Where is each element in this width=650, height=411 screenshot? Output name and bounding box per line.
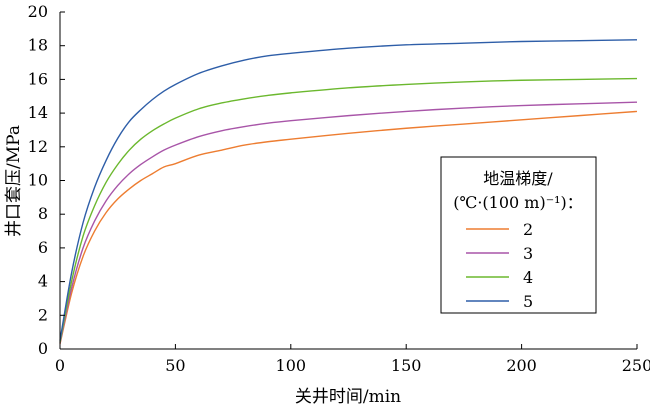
y-tick-label: 2 — [38, 305, 48, 324]
y-tick-label: 8 — [38, 204, 48, 223]
legend: 地温梯度/ (℃·(100 m)⁻¹)： 2 3 4 5 — [440, 156, 597, 314]
legend-label-2: 2 — [523, 220, 533, 239]
y-tick-label: 14 — [28, 103, 48, 122]
y-tick-label: 12 — [28, 137, 48, 156]
legend-label-3: 3 — [523, 244, 533, 263]
y-tick-label: 20 — [28, 2, 48, 21]
legend-box — [440, 156, 597, 314]
x-tick-label: 200 — [506, 356, 537, 375]
y-tick-label: 18 — [28, 36, 48, 55]
legend-label-5: 5 — [523, 292, 533, 311]
x-ticks: 0 50 100 150 200 250 — [55, 344, 650, 375]
legend-label-4: 4 — [523, 268, 533, 287]
series-line-2 — [59, 110, 638, 345]
x-tick-label: 50 — [165, 356, 185, 375]
x-axis-title: 关井时间/min — [295, 387, 401, 407]
y-axis-title: 井口套压/MPa — [4, 125, 24, 237]
series-line-5 — [59, 39, 638, 341]
y-tick-label: 0 — [38, 339, 48, 358]
y-ticks: 0 2 4 6 8 10 12 14 16 18 20 — [28, 2, 65, 358]
y-tick-label: 4 — [38, 272, 48, 291]
x-tick-label: 100 — [276, 356, 307, 375]
y-tick-label: 10 — [28, 171, 48, 190]
series-line-3 — [59, 101, 638, 344]
legend-title-line1: 地温梯度/ — [483, 169, 553, 188]
x-tick-label: 250 — [622, 356, 650, 375]
y-tick-label: 16 — [28, 69, 48, 88]
series-line-4 — [59, 77, 638, 343]
legend-title-line2: (℃·(100 m)⁻¹)： — [453, 193, 583, 212]
x-tick-label: 0 — [55, 356, 65, 375]
x-tick-label: 150 — [391, 356, 422, 375]
plot-lines — [59, 39, 638, 345]
legend-items: 2 3 4 5 — [466, 220, 533, 311]
y-tick-label: 6 — [38, 238, 48, 257]
